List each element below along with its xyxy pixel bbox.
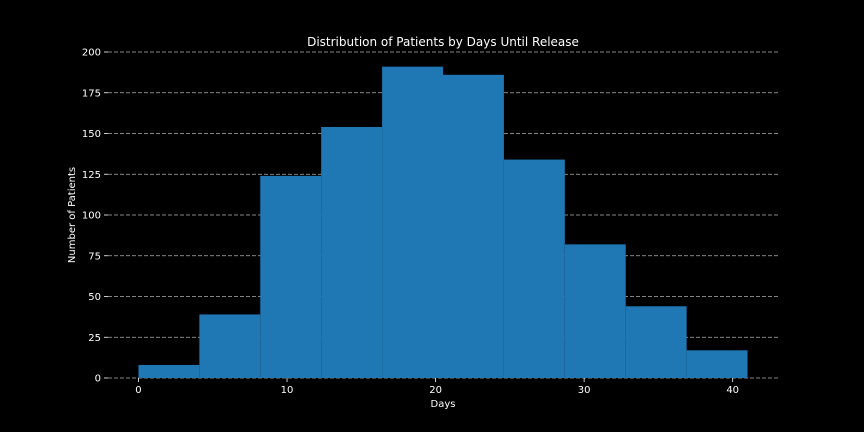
x-axis-ticks: 0 10 20 30 40: [135, 378, 739, 396]
y-tick-label: 25: [88, 333, 101, 344]
x-tick-label: 20: [429, 385, 442, 396]
histogram-bars: [138, 66, 748, 379]
x-tick-label: 10: [281, 385, 294, 396]
y-tick-label: 50: [88, 292, 101, 303]
x-axis-label: Days: [431, 399, 456, 410]
y-tick-label: 100: [82, 211, 101, 222]
x-tick-label: 0: [135, 385, 141, 396]
x-tick-label: 40: [726, 385, 739, 396]
y-axis-ticks: 0 25 50 75 100 125 150 175 200: [82, 48, 108, 385]
x-tick-label: 30: [578, 385, 591, 396]
y-tick-label: 125: [82, 170, 101, 181]
histogram-bar: [443, 74, 504, 378]
histogram-bar: [625, 306, 687, 378]
histogram-bar: [564, 244, 626, 378]
histogram-bar: [260, 175, 322, 378]
y-axis-label: Number of Patients: [67, 167, 78, 263]
y-tick-label: 75: [88, 251, 101, 262]
histogram-bar: [321, 126, 383, 378]
y-tick-label: 200: [82, 48, 101, 59]
histogram-bar: [199, 314, 261, 378]
y-tick-label: 175: [82, 88, 101, 99]
chart-title: Distribution of Patients by Days Until R…: [307, 35, 579, 49]
histogram-bar: [503, 159, 565, 378]
histogram-bar: [382, 66, 443, 379]
y-tick-label: 0: [95, 374, 101, 385]
histogram-bar: [138, 364, 200, 378]
y-tick-label: 150: [82, 129, 101, 140]
histogram-bar: [686, 350, 748, 378]
